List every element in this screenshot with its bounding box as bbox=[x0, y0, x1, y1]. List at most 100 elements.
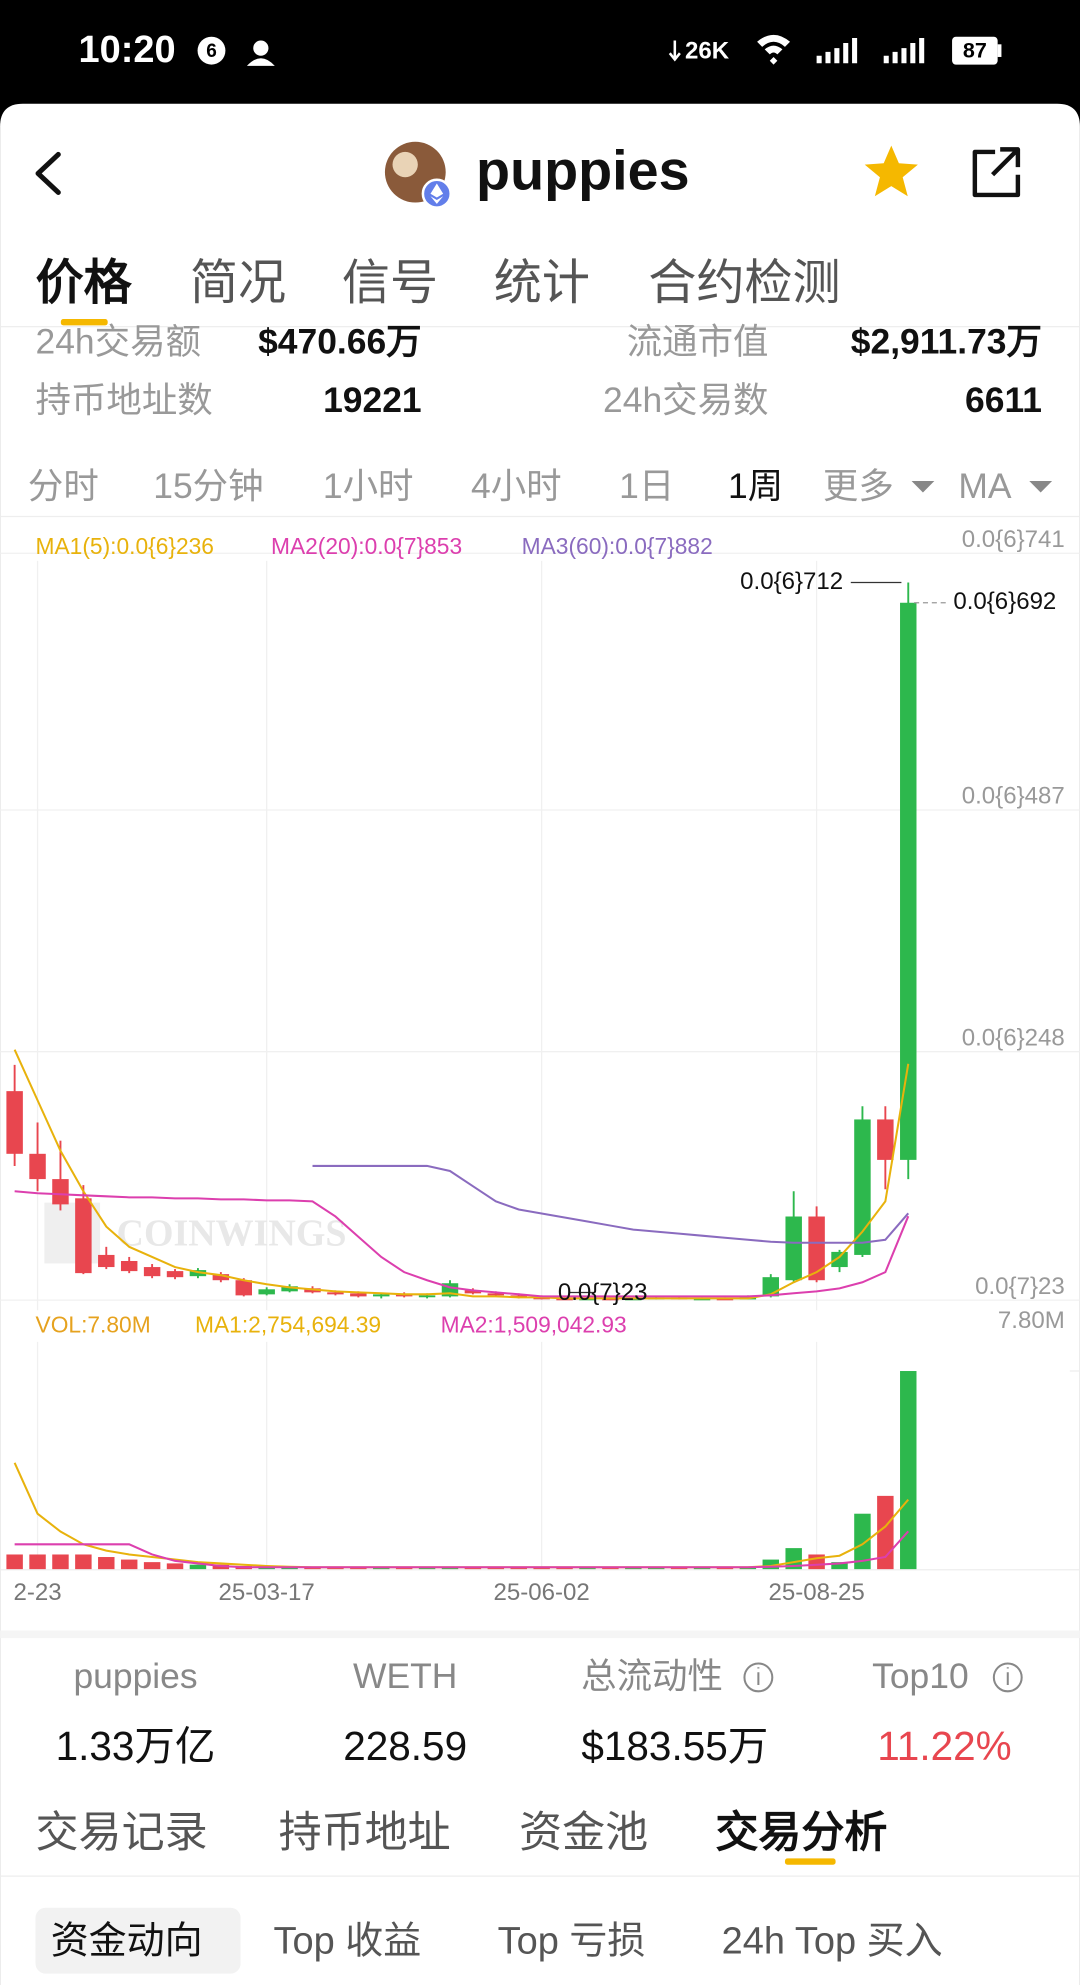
info-icons bbox=[743, 1662, 1023, 1693]
tab[interactable]: 统计 bbox=[494, 256, 590, 310]
high-label: 0.0{6}712 bbox=[740, 568, 843, 595]
legend-entry: VOL:7.80M bbox=[36, 1312, 151, 1338]
volume-bar bbox=[533, 1567, 550, 1570]
sub-tab[interactable]: 持币地址 bbox=[279, 1809, 451, 1857]
x-tick-label: 25-03-17 bbox=[219, 1579, 315, 1606]
page-title: puppies bbox=[476, 139, 689, 201]
low-label: 0.0{7}23 bbox=[558, 1279, 648, 1306]
candle-body bbox=[143, 1267, 161, 1277]
pool-value: 228.59 bbox=[343, 1723, 467, 1769]
battery-tip bbox=[997, 44, 1002, 57]
volume-bar bbox=[327, 1567, 344, 1570]
notification-badge: 6 bbox=[206, 41, 217, 62]
ma-line bbox=[14, 1530, 910, 1569]
x-tick-label: 2-23 bbox=[13, 1579, 61, 1606]
volume-bar bbox=[281, 1567, 298, 1570]
clock: 10:20 bbox=[79, 29, 176, 71]
candle-body bbox=[166, 1271, 184, 1278]
battery-level: 87 bbox=[963, 39, 987, 63]
pool-value: 11.22% bbox=[877, 1723, 1011, 1769]
volume-bar bbox=[602, 1567, 619, 1570]
info-icon[interactable] bbox=[743, 1662, 774, 1693]
volume-bar bbox=[739, 1567, 757, 1570]
tab[interactable]: 简况 bbox=[190, 256, 286, 310]
volume-bar bbox=[762, 1559, 780, 1570]
pool-label: puppies bbox=[73, 1656, 197, 1696]
sub-tab[interactable]: 交易记录 bbox=[36, 1809, 208, 1857]
volume-bar bbox=[304, 1567, 321, 1570]
pool-label: 总流动性 bbox=[581, 1656, 723, 1696]
volume-bar bbox=[143, 1562, 161, 1570]
volume-bar bbox=[785, 1548, 802, 1570]
volume-bar bbox=[29, 1554, 46, 1570]
last-price-box bbox=[947, 586, 1077, 620]
volume-bar bbox=[625, 1567, 642, 1570]
tab[interactable]: 信号 bbox=[342, 256, 438, 310]
ma-line bbox=[312, 1164, 910, 1244]
stat-value: $2,911.73万 bbox=[851, 322, 1042, 362]
timeframe[interactable]: 更多 bbox=[823, 466, 894, 506]
legend-entry: MA2(20):0.0{7}853 bbox=[271, 533, 462, 559]
candle-body bbox=[75, 1198, 92, 1274]
pool-value: $183.55万 bbox=[581, 1723, 768, 1769]
back-button[interactable] bbox=[35, 151, 61, 195]
person-icon-body bbox=[246, 58, 275, 66]
y-tick-label: 0.0{6}741 bbox=[962, 526, 1065, 553]
stat-label: 持币地址数 bbox=[36, 380, 213, 420]
volume-bar bbox=[120, 1559, 138, 1570]
volume-bar bbox=[464, 1567, 482, 1570]
timeframe[interactable]: 1周 bbox=[728, 466, 783, 506]
battery-icon bbox=[952, 36, 998, 65]
volume-bar bbox=[487, 1567, 505, 1570]
candle-body bbox=[831, 1251, 848, 1268]
favorite-star[interactable] bbox=[864, 145, 918, 197]
x-tick-label: 25-08-25 bbox=[768, 1579, 864, 1606]
filter-chip[interactable]: Top 收益 bbox=[274, 1920, 422, 1962]
pool-label: Top10 bbox=[872, 1656, 969, 1696]
volume-bar bbox=[556, 1567, 573, 1570]
candle-body bbox=[98, 1254, 115, 1268]
filter-chip[interactable]: 资金动向 bbox=[51, 1920, 203, 1962]
candle-body bbox=[212, 1274, 230, 1281]
volume-bar bbox=[693, 1567, 711, 1570]
legend-entry: MA3(60):0.0{7}882 bbox=[522, 533, 713, 559]
candle-body bbox=[29, 1153, 46, 1180]
ma-line bbox=[14, 1190, 910, 1298]
candle-body bbox=[281, 1286, 298, 1292]
volume-bar bbox=[854, 1513, 871, 1570]
candle-body bbox=[785, 1216, 802, 1281]
filter-chip[interactable]: Top 亏损 bbox=[498, 1920, 646, 1962]
timeframe[interactable]: 1小时 bbox=[323, 466, 414, 506]
timeframe[interactable]: 分时 bbox=[28, 466, 99, 506]
token-logo-face bbox=[392, 151, 418, 178]
timeframe[interactable]: 15分钟 bbox=[153, 466, 263, 506]
candle-body bbox=[258, 1289, 275, 1295]
volume-bar bbox=[75, 1554, 92, 1570]
share-button[interactable] bbox=[972, 147, 1021, 198]
badge-circle bbox=[197, 36, 226, 65]
volume-bar bbox=[716, 1567, 734, 1570]
volume-bar bbox=[98, 1557, 115, 1570]
legend-entry: MA1(5):0.0{6}236 bbox=[36, 533, 214, 559]
candle-body bbox=[120, 1260, 138, 1272]
tab[interactable]: 价格 bbox=[36, 256, 133, 310]
timeframe[interactable]: 1日 bbox=[619, 466, 674, 506]
sub-tab[interactable]: 资金池 bbox=[519, 1809, 648, 1857]
timeframe[interactable]: 4小时 bbox=[471, 466, 562, 506]
signal-icon-1 bbox=[816, 37, 858, 64]
tab[interactable]: 合约检测 bbox=[648, 256, 840, 310]
sub-tab[interactable]: 交易分析 bbox=[715, 1809, 887, 1857]
y-tick-label: 0.0{6}248 bbox=[962, 1024, 1065, 1051]
filter-chip[interactable]: 24h Top 买入 bbox=[722, 1920, 943, 1962]
y-tick-label: 0.0{7}23 bbox=[975, 1273, 1065, 1300]
timeframe[interactable]: MA bbox=[958, 466, 1012, 506]
filter-active-bg bbox=[35, 1907, 241, 1974]
volume-bar bbox=[373, 1567, 390, 1570]
candle-body bbox=[464, 1290, 482, 1294]
download-arrow bbox=[668, 40, 681, 62]
section-divider bbox=[0, 1630, 1080, 1639]
volume-bar bbox=[6, 1554, 23, 1570]
info-icon[interactable] bbox=[992, 1662, 1023, 1693]
dropdown-arrow bbox=[911, 481, 935, 493]
